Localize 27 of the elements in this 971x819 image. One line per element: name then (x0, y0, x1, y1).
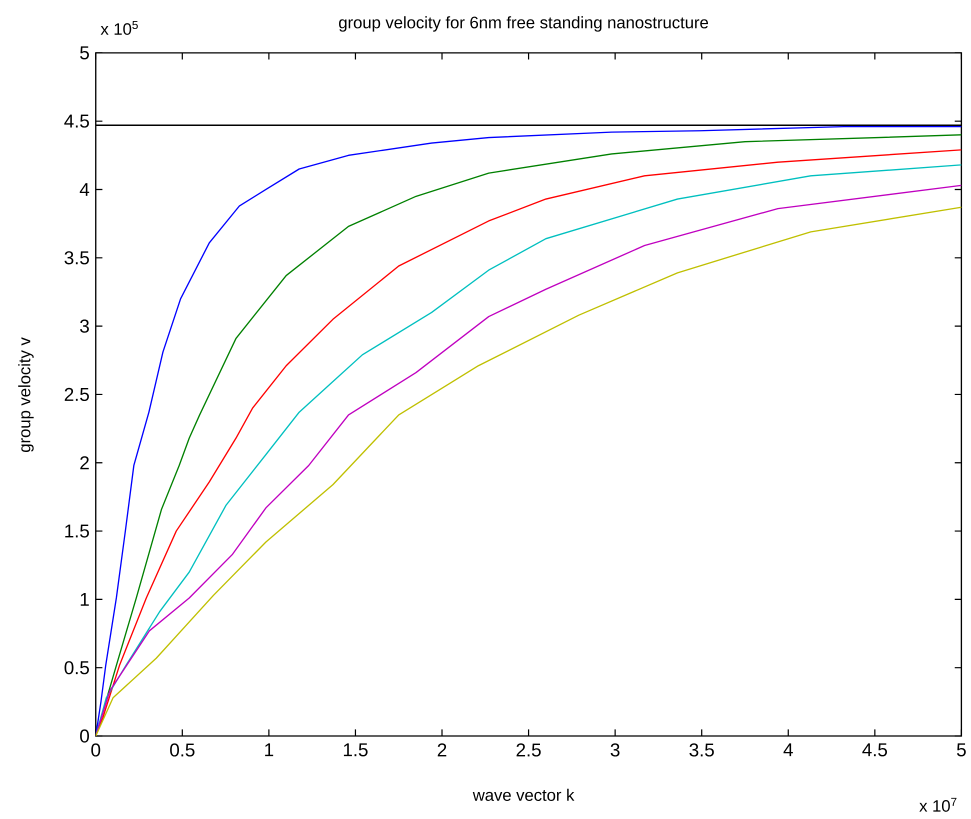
x-tick-label: 1 (265, 743, 274, 756)
y-tick-label: 1 (80, 593, 89, 606)
y-tick-label: 3 (80, 320, 89, 333)
x-tick-label: 4.5 (862, 743, 887, 756)
x-axis-title: wave vector k (472, 788, 574, 802)
y-tick-label: 1.5 (65, 524, 89, 538)
y-tick-label: 3.5 (64, 251, 89, 265)
y-tick-label: 4 (80, 183, 90, 196)
y-tick-label: 0 (80, 730, 89, 743)
x-tick-label: 3 (610, 743, 620, 757)
y-tick-label: 0.5 (64, 661, 89, 674)
y-axis-title: group velocity v (18, 337, 34, 452)
y-tick-label: 2 (80, 456, 89, 470)
x-tick-label: 3.5 (689, 743, 714, 757)
text: x 10$^{5}$ (100, 21, 138, 36)
chart-title: group velocity for 6nm free standing nanostructure (339, 16, 708, 32)
x-tick-label: 0.5 (170, 743, 194, 757)
x-tick-label: 1.5 (344, 743, 368, 756)
x-tick-label: 4 (784, 743, 793, 756)
x-tick-label: 0 (91, 743, 100, 757)
x-tick-label: 2.5 (516, 743, 541, 757)
x-tick-label: 2 (438, 743, 446, 756)
y-tick-label: 5 (80, 46, 89, 60)
text: x 10$^{7}$ (919, 798, 956, 812)
x-tick-label: 5 (956, 743, 966, 756)
y-tick-label: 4.5 (64, 114, 89, 128)
y-tick-label: 2.5 (64, 388, 89, 402)
